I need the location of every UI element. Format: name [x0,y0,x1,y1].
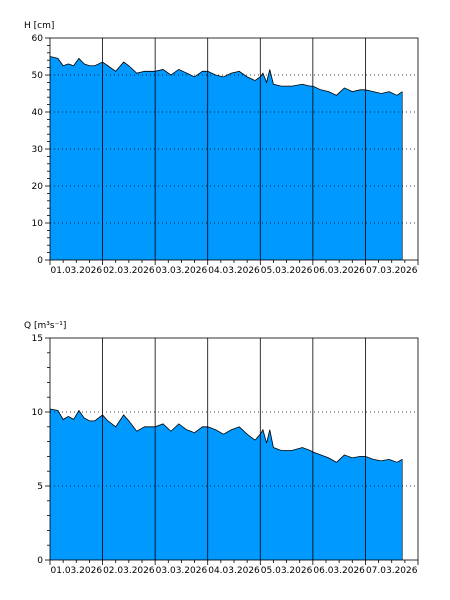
chart-2-x-tick-label: 03.03.2026 [156,566,208,576]
chart-1-y-tick-label: 10 [32,219,44,229]
chart-1-y-tick-label: 20 [32,182,44,192]
chart-1-area-fill [50,56,403,260]
chart-1-x-tick-label: 01.03.2026 [51,266,103,276]
chart-2-y-tick-label: 5 [37,482,43,492]
chart-2-y-tick-label: 0 [37,556,43,566]
chart-2-x-tick-label: 04.03.2026 [208,566,260,576]
chart-2-area-fill [50,409,403,560]
chart-1-y-tick-label: 50 [32,71,44,81]
chart-1-group: 0 10 20 30 40 50 60 01.03.2026 02.03.2026 03.03.2… [24,21,419,276]
chart-1-area-line [49,56,403,96]
chart-2-x-tick-label: 02.03.2026 [103,566,155,576]
chart-1-y-tick-label: 60 [32,34,44,44]
chart-2-x-tick-label: 06.03.2026 [313,566,365,576]
chart-2-x-tick-label: 01.03.2026 [51,566,103,576]
chart-1-y-axis-title: H [cm] [24,21,54,31]
chart-2-y-tick-label: 10 [32,408,44,418]
chart-1-x-tick-label: 07.03.2026 [366,266,418,276]
chart-1-x-tick-label: 02.03.2026 [103,266,155,276]
chart-1-x-tick-label: 03.03.2026 [156,266,208,276]
chart-2-area-line [49,408,403,463]
chart-1-y-tick-label: 40 [32,108,44,118]
chart-2-x-tick-label: 05.03.2026 [261,566,313,576]
chart-2-group: 0 5 10 15 01.03.2026 02.03.2026 03.03.2026 04.0… [24,321,419,576]
chart-1-x-tick-label: 04.03.2026 [208,266,260,276]
chart-1-x-tick-label: 05.03.2026 [261,266,313,276]
chart-1-x-tick-label: 06.03.2026 [313,266,365,276]
chart-2-x-tick-label: 07.03.2026 [366,566,418,576]
chart-2-y-tick-label: 15 [32,334,43,344]
chart-2-y-axis-title: Q [m³s⁻¹] [24,321,66,331]
chart-1-y-tick-label: 0 [37,256,43,266]
chart-1-y-tick-label: 30 [32,145,44,155]
